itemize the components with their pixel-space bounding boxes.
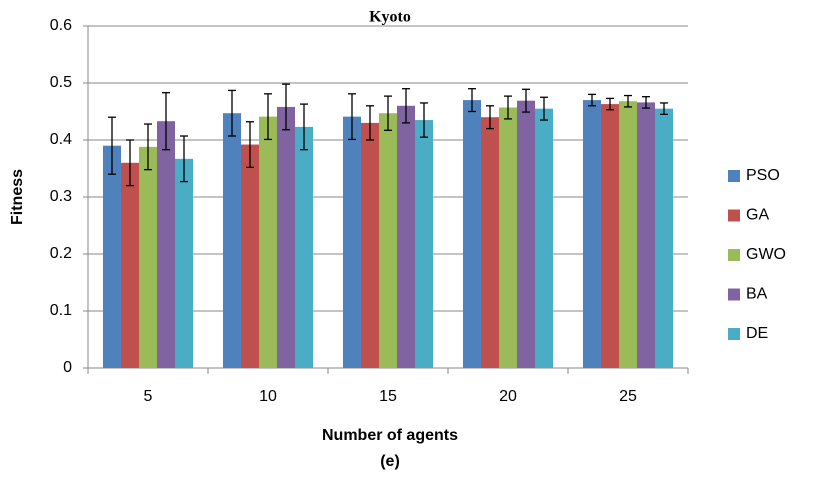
y-tick-label: 0.4 xyxy=(50,131,72,148)
error-bar xyxy=(402,88,410,124)
bar xyxy=(397,105,415,369)
legend-swatch xyxy=(728,209,740,222)
error-bar xyxy=(660,102,668,115)
error-bar xyxy=(348,93,356,141)
error-bar xyxy=(366,105,374,141)
error-bar xyxy=(468,88,476,113)
bar xyxy=(481,117,499,368)
x-tick-label: 20 xyxy=(499,388,517,405)
y-tick-label: 0.3 xyxy=(50,188,72,205)
legend-label: BA xyxy=(746,286,768,303)
x-axis-title: Number of agents xyxy=(322,427,458,444)
legend-label: GA xyxy=(746,207,769,224)
error-bar xyxy=(126,139,134,187)
legend-swatch xyxy=(728,328,740,340)
bar xyxy=(241,144,259,368)
bar xyxy=(619,101,637,369)
error-bar xyxy=(246,121,254,169)
error-bar xyxy=(642,96,650,109)
y-tick-label: 0.5 xyxy=(50,74,72,91)
legend-swatch xyxy=(728,170,740,182)
bar xyxy=(139,146,157,368)
error-bar xyxy=(180,135,188,183)
x-tick-label: 25 xyxy=(619,388,637,405)
x-tick-label: 10 xyxy=(259,388,277,405)
error-bar xyxy=(108,116,116,175)
caption: (e) xyxy=(380,453,400,470)
y-tick-label: 0 xyxy=(63,359,72,376)
legend-swatch xyxy=(728,288,740,301)
bar xyxy=(601,104,619,368)
bar xyxy=(103,145,121,368)
legend-swatch xyxy=(728,249,740,261)
y-tick-label: 0.1 xyxy=(50,302,72,319)
error-bar xyxy=(624,94,632,108)
error-bar xyxy=(144,123,152,171)
bar xyxy=(343,116,361,368)
bar xyxy=(415,120,433,368)
bar xyxy=(517,100,535,369)
bar xyxy=(535,108,553,369)
error-bar xyxy=(282,83,290,131)
x-tick-label: 15 xyxy=(379,388,397,405)
x-tick-label: 5 xyxy=(144,388,153,405)
bar xyxy=(175,158,193,368)
bar xyxy=(157,121,175,368)
error-bar xyxy=(162,92,170,151)
bar xyxy=(637,102,655,368)
bar xyxy=(499,107,517,368)
bar xyxy=(379,113,397,369)
bar xyxy=(583,100,601,368)
error-bar xyxy=(384,95,392,131)
y-axis-title: Fitness xyxy=(9,169,26,225)
bar xyxy=(655,108,673,369)
legend-label: DE xyxy=(746,325,768,342)
error-bar xyxy=(228,89,236,137)
error-bar xyxy=(522,88,530,113)
error-bar xyxy=(264,93,272,141)
bar xyxy=(121,162,139,368)
error-bar xyxy=(486,105,494,130)
bar xyxy=(295,126,313,368)
legend-label: PSO xyxy=(746,167,780,184)
chart-title: Kyoto xyxy=(369,9,411,26)
bar xyxy=(223,113,241,369)
error-bar xyxy=(420,102,428,138)
error-bar xyxy=(588,93,596,107)
legend-label: GWO xyxy=(746,246,786,263)
error-bar xyxy=(606,97,614,111)
error-bar xyxy=(504,95,512,120)
bar xyxy=(259,116,277,368)
error-bar xyxy=(300,103,308,151)
y-tick-label: 0.2 xyxy=(50,245,72,262)
y-tick-label: 0.6 xyxy=(50,17,72,34)
error-bar xyxy=(540,96,548,121)
bar xyxy=(361,122,379,369)
bar xyxy=(277,106,295,368)
bar xyxy=(463,100,481,368)
